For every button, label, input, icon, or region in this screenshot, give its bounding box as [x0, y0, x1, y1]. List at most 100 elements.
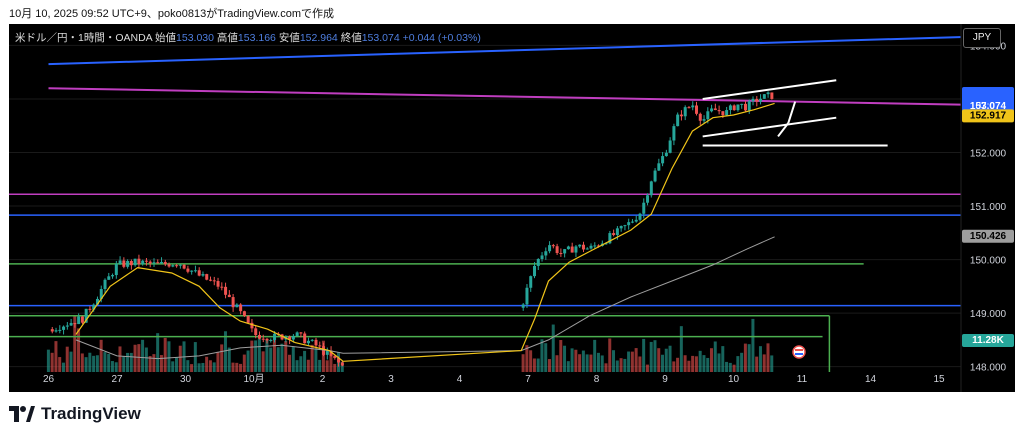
candle-body — [728, 105, 732, 111]
candle-body — [167, 264, 171, 267]
volume-bar — [133, 344, 137, 372]
volume-bar — [58, 357, 62, 372]
volume-bar — [77, 328, 81, 372]
volume-bar — [619, 358, 623, 372]
candle-body — [205, 274, 209, 280]
volume-bar — [220, 344, 224, 372]
currency-button[interactable]: JPY — [963, 28, 1001, 48]
volume-bar — [536, 358, 540, 372]
volume-bar — [634, 348, 638, 372]
candle-body — [713, 108, 717, 111]
volume-bar — [88, 352, 92, 372]
candle-body — [193, 270, 197, 272]
candles — [50, 91, 774, 367]
candle-body — [156, 262, 160, 264]
trendline-1 — [702, 116, 837, 138]
volume-bar — [288, 354, 292, 372]
volume-bar — [529, 350, 533, 372]
candle-body — [619, 226, 623, 229]
candle-body — [710, 108, 714, 112]
candle-body — [679, 114, 683, 117]
candle-body — [325, 350, 329, 355]
volume-bar — [118, 346, 122, 372]
candle-body — [261, 338, 265, 340]
volume-bar — [197, 363, 201, 372]
volume-bar — [159, 355, 163, 372]
volume-bar — [559, 340, 563, 372]
volume-bar — [532, 358, 536, 372]
candle-body — [732, 105, 736, 111]
volume-bar — [310, 344, 314, 372]
volume-bar — [144, 347, 148, 372]
volume-bar — [99, 339, 103, 372]
volume-bar — [596, 352, 600, 372]
x-tick-label: 10月 — [243, 373, 264, 385]
candle-body — [559, 253, 563, 255]
volume-bar — [246, 350, 250, 372]
volume-bar — [276, 347, 280, 372]
candle-body — [725, 110, 729, 116]
volume-bar — [318, 359, 322, 372]
high-value: 153.166 — [237, 32, 276, 44]
volume-bar — [178, 345, 182, 372]
candle-body — [201, 274, 205, 276]
candle-body — [702, 119, 706, 121]
volume-bar — [126, 352, 130, 372]
high-label: 高値 — [216, 32, 238, 44]
candle-body — [114, 263, 118, 276]
candle-body — [280, 334, 284, 340]
countdown-label: 07:07 — [975, 101, 1000, 112]
candle-body — [306, 340, 310, 344]
candle-body — [717, 110, 721, 112]
volume-bar — [608, 338, 612, 372]
candle-body — [615, 228, 619, 236]
x-tick-label: 11 — [797, 374, 808, 385]
volume-bar — [122, 355, 126, 372]
volume-bar — [65, 346, 69, 372]
volume-bar — [736, 356, 740, 372]
volume-bar — [299, 356, 303, 372]
volume-bar — [589, 354, 593, 372]
volume-bar — [615, 360, 619, 372]
candle-body — [751, 98, 755, 102]
volume-bar — [167, 341, 171, 372]
candle-body — [627, 222, 631, 226]
volume-bar — [702, 355, 706, 372]
volume-bar — [740, 352, 744, 372]
candle-body — [126, 260, 130, 267]
candle-body — [747, 101, 751, 111]
candle-body — [529, 276, 533, 288]
candle-body — [687, 107, 691, 109]
volume-bar — [208, 360, 212, 372]
price-chart[interactable]: 154.000153.000152.000151.000150.000149.0… — [9, 24, 1015, 392]
volume-bar — [762, 354, 766, 372]
close-label: 終値 — [340, 32, 362, 44]
candle-body — [706, 111, 710, 120]
ma-slow-line — [75, 236, 775, 360]
chart-area[interactable]: 154.000153.000152.000151.000150.000149.0… — [9, 24, 1015, 392]
volume-bar — [129, 352, 133, 372]
open-value: 153.030 — [176, 32, 214, 44]
volume-bar — [766, 343, 770, 372]
candle-body — [242, 311, 246, 316]
candle-body — [578, 244, 582, 247]
volume-bar — [107, 353, 111, 372]
volume-bar — [709, 348, 713, 372]
volume-bar — [755, 356, 759, 372]
x-tick-label: 3 — [388, 374, 394, 385]
sloped-purple-line — [48, 87, 1005, 107]
volume-bar — [141, 339, 145, 372]
x-tick-label: 4 — [457, 374, 463, 385]
candle-body — [634, 219, 638, 222]
volume-bar — [593, 339, 597, 372]
candle-body — [563, 249, 567, 254]
flag-stripe — [795, 353, 803, 355]
volume-bar — [223, 331, 227, 372]
volume-bar — [242, 354, 246, 372]
candle-body — [54, 330, 58, 332]
volume-bar — [570, 348, 574, 372]
candle-body — [657, 163, 661, 171]
volume-bar — [630, 351, 634, 372]
candle-body — [630, 221, 634, 223]
flag-stripe — [795, 349, 803, 351]
